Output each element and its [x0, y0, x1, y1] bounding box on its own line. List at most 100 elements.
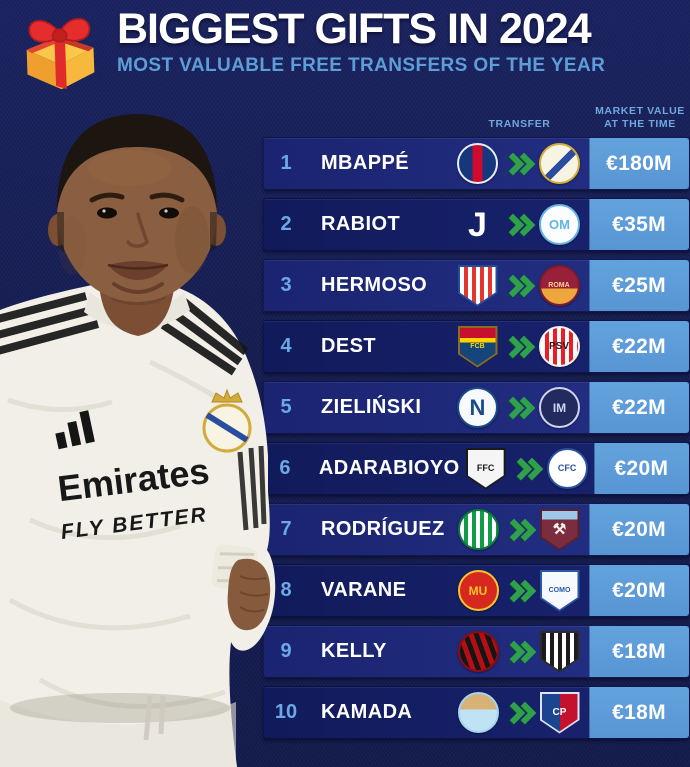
club-badge-to-label: ROMA: [548, 282, 570, 289]
table-row: 1 MBAPPÉ €180M: [263, 137, 690, 190]
player-name: ADARABIOYO: [318, 457, 460, 479]
transfer-cell: [448, 630, 589, 673]
gift-icon: [26, 17, 95, 90]
transfer-arrows-icon: [501, 396, 536, 419]
market-value: €22M: [589, 321, 689, 372]
transfer-cell: FFC CFC: [460, 447, 594, 490]
table-row: 6 ADARABIOYO FFC CFC €20M: [263, 442, 690, 495]
transfer-cell: ⚒: [448, 508, 589, 551]
club-badge-to-label: PSV: [548, 340, 569, 352]
player-name: MBAPPÉ: [321, 152, 409, 174]
club-badge-from-label: FFC: [476, 463, 495, 473]
market-value: €22M: [589, 382, 689, 433]
market-value: €20M: [589, 565, 689, 616]
transfer-cell: ROMA: [448, 264, 589, 307]
market-value: €20M: [589, 504, 689, 555]
page-title: BIGGEST GIFTS IN 2024: [117, 5, 592, 53]
title-block: BIGGEST GIFTS IN 2024 MOST VALUABLE FREE…: [117, 5, 606, 77]
rank-label: 8: [280, 579, 292, 601]
transfer-arrows-icon: [501, 335, 535, 358]
rank-label: 6: [279, 457, 291, 479]
real-madrid-crest-icon: [202, 388, 252, 453]
club-badge-from-icon: N: [457, 387, 498, 428]
club-badge-to-icon: IM: [539, 387, 580, 428]
column-header-market-value-line2: AT THE TIME: [604, 117, 676, 130]
club-badge-from-label: N: [469, 394, 486, 420]
club-badge-to-inner: COMO: [541, 571, 578, 610]
market-value: €35M: [589, 199, 689, 250]
column-headers: TRANSFER MARKET VALUE AT THE TIME: [263, 98, 690, 135]
club-badge-to-icon: COMO: [539, 569, 580, 612]
rank-label: 3: [280, 274, 292, 296]
transfer-arrows-icon: [502, 701, 536, 724]
club-badge-to-label: CP: [552, 706, 567, 718]
rank-label: 7: [280, 518, 292, 540]
column-header-market-value: MARKET VALUE AT THE TIME: [590, 105, 690, 135]
club-badge-from-label: MU: [468, 583, 488, 598]
club-badge-to-icon: OM: [539, 204, 580, 245]
club-badge-from-label: FCB: [470, 343, 485, 350]
club-badge-to-icon: [539, 143, 580, 184]
club-badge-from-icon: MU: [457, 570, 499, 611]
transfer-cell: CP: [448, 691, 589, 734]
transfer-arrows-icon: [501, 274, 535, 297]
club-badge-to-inner: ⚒: [541, 510, 578, 549]
club-badge-from-icon: [457, 509, 499, 550]
table-row: 8 VARANE MU COMO €20M: [263, 564, 690, 617]
player-name: KELLY: [321, 640, 387, 662]
club-badge-to-icon: ROMA: [538, 265, 580, 306]
page-subtitle: MOST VALUABLE FREE TRANSFERS OF THE YEAR: [117, 55, 606, 77]
table-row: 4 DEST FCB PSV €22M: [263, 320, 690, 373]
club-badge-from-icon: FFC: [465, 447, 506, 490]
player-name: RABIOT: [321, 213, 401, 235]
transfer-cell: [448, 143, 589, 184]
club-badge-from-inner: FCB: [459, 327, 496, 366]
club-badge-to-icon: CP: [539, 691, 580, 734]
transfer-arrows-icon: [502, 640, 536, 663]
table-row: 7 RODRÍGUEZ ⚒ €20M: [263, 503, 690, 556]
transfer-arrows-icon: [502, 518, 536, 541]
market-value: €18M: [589, 626, 689, 677]
club-badge-to-icon: ⚒: [539, 508, 580, 551]
club-badge-to-icon: PSV: [538, 326, 580, 367]
rank-label: 10: [274, 701, 298, 723]
club-badge-to-label: CFC: [557, 463, 577, 473]
rank-label: 5: [280, 396, 292, 418]
market-value: €18M: [589, 687, 689, 738]
club-badge-to-inner: CP: [541, 693, 578, 732]
club-badge-to-label: OM: [549, 217, 570, 232]
market-value: €20M: [593, 443, 689, 494]
table-row: 5 ZIELIŃSKI N IM €22M: [263, 381, 690, 434]
club-badge-to-icon: [539, 630, 580, 673]
club-badge-from-inner: FFC: [467, 449, 504, 488]
transfer-cell: J OM: [448, 204, 589, 245]
transfer-cell: N IM: [448, 387, 589, 428]
table-row: 2 RABIOT J OM €35M: [263, 198, 690, 251]
transfer-cell: MU COMO: [448, 569, 589, 612]
rank-label: 2: [280, 213, 292, 235]
transfer-arrows-icon: [501, 213, 536, 236]
club-badge-from-icon: FCB: [457, 325, 498, 368]
club-badge-to-label: ⚒: [552, 521, 567, 538]
player-name: ZIELIŃSKI: [321, 396, 422, 418]
club-badge-to-label: IM: [552, 400, 567, 415]
table-row: 3 HERMOSO ROMA €25M: [263, 259, 690, 312]
club-badge-from-icon: [457, 692, 499, 733]
market-value: €180M: [589, 138, 689, 189]
club-badge-from-label: J: [468, 205, 487, 244]
adidas-logo: [55, 410, 95, 450]
club-badge-from-icon: [457, 143, 498, 184]
player-name: RODRÍGUEZ: [321, 518, 445, 540]
transfer-table: 1 MBAPPÉ €180M 2 RABIOT J OM €35M 3 HERMOSO ROMA €2…: [263, 137, 690, 747]
club-badge-to-icon: CFC: [546, 448, 588, 489]
club-badge-to-inner: [541, 632, 578, 671]
rank-label: 9: [280, 640, 292, 662]
market-value: €25M: [589, 260, 689, 311]
club-badge-from-icon: [457, 631, 499, 672]
transfer-cell: FCB PSV: [448, 325, 589, 368]
shirt-sponsor-text: Emirates: [55, 450, 211, 509]
table-row: 10 KAMADA CP €18M: [263, 686, 690, 739]
club-badge-from-inner: [459, 266, 496, 305]
transfer-arrows-icon: [501, 152, 536, 175]
